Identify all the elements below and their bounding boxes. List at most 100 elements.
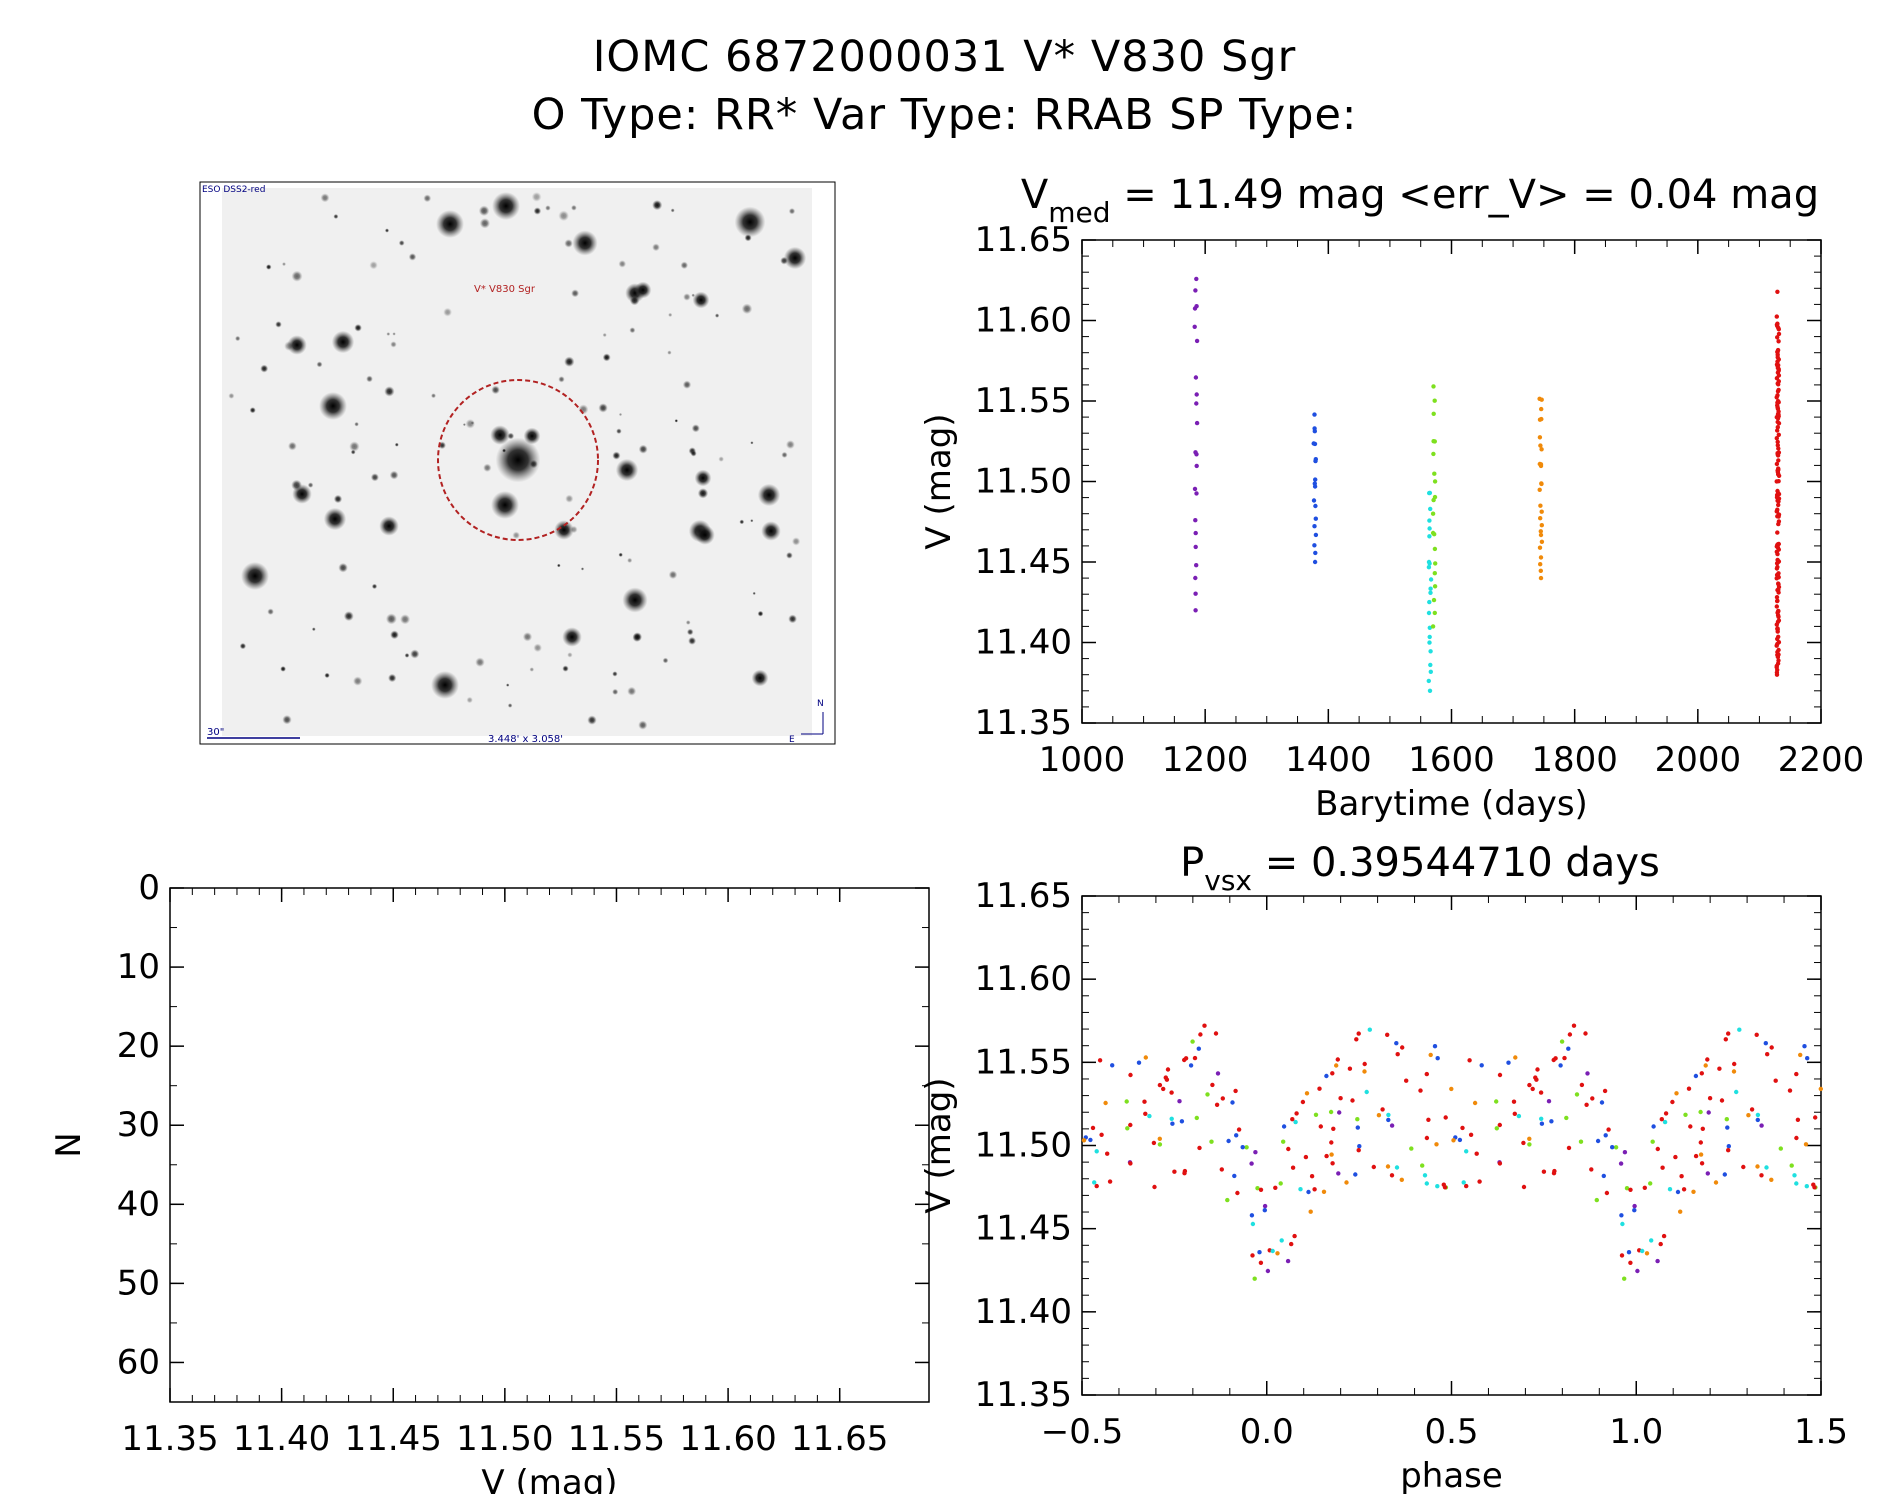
- data-point: [1250, 1253, 1255, 1258]
- star: [470, 421, 475, 425]
- star: [275, 321, 282, 328]
- y-tick-label: 11.55: [975, 1042, 1072, 1082]
- y-tick-label: 60: [117, 1342, 160, 1382]
- star: [466, 696, 473, 704]
- star: [562, 627, 582, 647]
- data-point: [1585, 1071, 1590, 1076]
- data-point: [1250, 1221, 1256, 1227]
- data-point: [1334, 1063, 1339, 1068]
- data-point: [1424, 1135, 1430, 1141]
- data-point: [1313, 1112, 1319, 1118]
- data-point: [1344, 1180, 1349, 1185]
- star: [529, 459, 538, 469]
- data-point: [1422, 1173, 1428, 1178]
- data-point: [1336, 1171, 1341, 1176]
- data-point: [1431, 384, 1436, 389]
- data-point: [1642, 1185, 1648, 1191]
- star: [718, 456, 724, 462]
- data-point: [1539, 1121, 1545, 1126]
- data-point: [1312, 429, 1318, 434]
- data-point: [1537, 545, 1543, 550]
- star: [788, 614, 797, 624]
- data-point: [1773, 1078, 1778, 1083]
- data-point: [1321, 1189, 1327, 1195]
- data-point: [1281, 1139, 1286, 1144]
- data-point: [1353, 1172, 1358, 1177]
- x-tick-label: −0.5: [1041, 1412, 1124, 1452]
- star: [670, 208, 675, 213]
- data-point: [1774, 604, 1780, 609]
- data-point: [1286, 1146, 1291, 1152]
- star: [389, 470, 399, 480]
- data-point: [1193, 450, 1198, 455]
- time-series-chart: 1000 1200 1400 1600 1800 2000 2200 11.35 11.40 11…: [919, 172, 1864, 824]
- data-point: [1805, 1056, 1810, 1061]
- star: [691, 293, 695, 298]
- star: [587, 715, 597, 725]
- data-point: [1399, 1177, 1405, 1183]
- x-axis-label: V (mag): [481, 1463, 617, 1494]
- data-point: [1658, 1241, 1663, 1247]
- data-point: [1386, 1112, 1391, 1118]
- data-point: [1549, 1119, 1554, 1124]
- data-point: [1538, 516, 1543, 521]
- star: [479, 218, 491, 229]
- data-point: [1539, 447, 1544, 452]
- data-point: [1308, 1209, 1313, 1214]
- data-point: [1236, 1127, 1242, 1132]
- data-point: [1442, 1185, 1448, 1190]
- data-point: [1754, 1032, 1759, 1038]
- data-point: [1190, 1039, 1195, 1044]
- x-axis-label: phase: [1400, 1456, 1503, 1494]
- data-point: [1313, 550, 1318, 556]
- x-tick-label: 1000: [1039, 740, 1126, 780]
- data-point: [1426, 565, 1432, 570]
- star: [629, 295, 640, 306]
- survey-label: ESO DSS2-red: [202, 185, 265, 195]
- data-point: [1776, 502, 1781, 508]
- data-point: [1719, 1098, 1725, 1103]
- data-point: [1311, 498, 1317, 503]
- data-point: [1435, 1056, 1440, 1061]
- data-point: [1662, 1119, 1668, 1125]
- data-point: [1776, 499, 1781, 504]
- x-tick-label: 11.40: [233, 1419, 330, 1459]
- data-point: [1776, 647, 1781, 653]
- data-point: [1293, 1119, 1298, 1125]
- data-point: [1210, 1082, 1215, 1088]
- data-point: [1265, 1268, 1271, 1274]
- star: [443, 307, 452, 317]
- data-point: [1432, 571, 1438, 576]
- data-point: [1143, 1111, 1148, 1117]
- data-point: [1603, 1133, 1608, 1138]
- data-point: [1249, 1213, 1255, 1218]
- data-point: [1619, 1213, 1624, 1218]
- data-point: [1775, 451, 1781, 457]
- star: [228, 392, 235, 399]
- star: [680, 261, 689, 270]
- data-point: [1521, 1140, 1526, 1146]
- star: [491, 385, 500, 395]
- data-point: [1435, 1184, 1440, 1189]
- data-point: [1628, 1187, 1633, 1193]
- y-tick-label: 11.65: [975, 876, 1072, 916]
- data-point: [1619, 1253, 1625, 1258]
- y-tick-label: 11.40: [975, 623, 1072, 663]
- data-point: [1356, 1148, 1361, 1153]
- star: [618, 412, 623, 417]
- data-point: [1539, 406, 1544, 412]
- data-point: [1389, 1173, 1395, 1178]
- data-point: [1313, 532, 1319, 538]
- data-point: [1681, 1187, 1687, 1192]
- data-point: [1240, 1145, 1245, 1150]
- data-point: [1776, 331, 1782, 337]
- star: [388, 673, 397, 683]
- data-point: [1194, 420, 1200, 426]
- data-point: [1635, 1268, 1640, 1274]
- data-point: [1432, 610, 1438, 616]
- data-point: [1226, 1138, 1231, 1144]
- data-point: [1741, 1164, 1746, 1170]
- data-point: [1428, 649, 1433, 654]
- star: [629, 327, 636, 334]
- star: [390, 341, 397, 348]
